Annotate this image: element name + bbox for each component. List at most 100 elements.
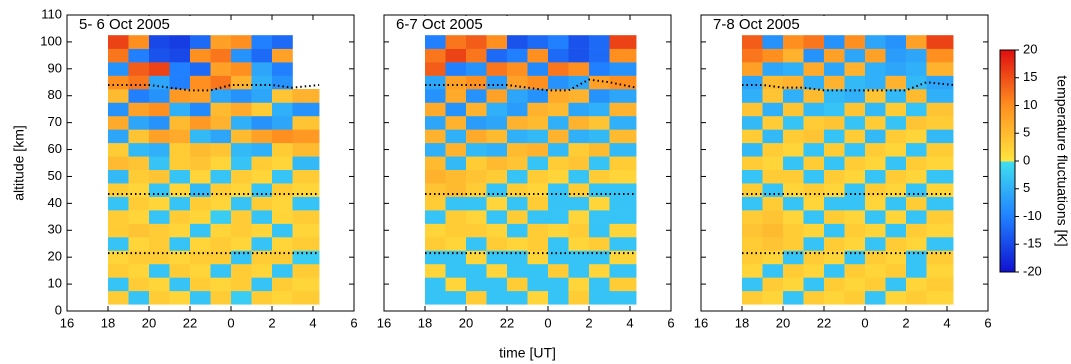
- heat-cell: [824, 48, 845, 63]
- heat-cell: [824, 223, 845, 238]
- heat-cell: [609, 237, 637, 251]
- heat-cell: [824, 196, 845, 211]
- heat-cell: [844, 102, 866, 117]
- heat-cell: [589, 277, 610, 292]
- heat-cell: [926, 142, 954, 157]
- heat-cell: [803, 129, 825, 144]
- heat-cell: [272, 263, 293, 278]
- heat-cell: [425, 89, 446, 103]
- heat-cell: [762, 277, 784, 292]
- heat-cell: [527, 142, 549, 157]
- colorbar-swatch: [1000, 95, 1015, 98]
- colorbar-swatch: [1000, 210, 1015, 213]
- heat-cell: [568, 210, 590, 224]
- heat-cell: [190, 142, 211, 157]
- heat-cell: [425, 277, 446, 292]
- heat-cell: [507, 115, 528, 130]
- heat-cell: [803, 250, 825, 265]
- heat-cell: [568, 290, 590, 305]
- heat-cell: [169, 102, 191, 117]
- heat-cell: [149, 290, 170, 305]
- heat-cell: [169, 196, 191, 211]
- x-tick-label: 18: [735, 315, 749, 330]
- heat-cell: [231, 115, 252, 130]
- heat-cell: [609, 290, 637, 305]
- heat-cell: [292, 263, 320, 278]
- heat-cell: [128, 89, 150, 103]
- colorbar-swatch: [1000, 208, 1015, 211]
- heat-cell: [486, 89, 508, 103]
- heat-cell: [231, 62, 252, 76]
- heat-cell: [885, 196, 907, 211]
- plot-frame: [66, 14, 355, 312]
- heat-cell: [548, 35, 569, 49]
- colorbar-swatch: [1000, 108, 1015, 111]
- heat-cell: [885, 156, 907, 171]
- heat-cell: [445, 129, 467, 144]
- heat-cell: [844, 277, 866, 292]
- colorbar-swatch: [1000, 137, 1015, 140]
- heat-cell: [251, 142, 273, 157]
- colorbar-swatch: [1000, 235, 1015, 238]
- heat-cell: [507, 210, 528, 224]
- heat-cell: [128, 156, 150, 171]
- heat-cell: [507, 102, 528, 117]
- heat-cell: [210, 237, 232, 251]
- heat-cell: [589, 142, 610, 157]
- heat-cell: [231, 35, 252, 49]
- heat-cell: [548, 250, 569, 265]
- heat-cell: [568, 75, 590, 90]
- heat-cell: [865, 277, 886, 292]
- heat-cell: [527, 237, 549, 251]
- heat-cell: [445, 75, 467, 90]
- heat-cell: [803, 169, 825, 184]
- heat-cell: [507, 290, 528, 305]
- heat-cell: [108, 223, 129, 238]
- heat-cell: [425, 48, 446, 63]
- heat-cell: [210, 210, 232, 224]
- y-tick-label: 100: [40, 33, 62, 48]
- heat-cell: [906, 237, 927, 251]
- heat-cell: [445, 156, 467, 171]
- colorbar-swatch: [1000, 158, 1015, 161]
- heat-cell: [292, 183, 320, 197]
- x-tick-label: 18: [418, 315, 432, 330]
- heat-cell: [742, 48, 763, 63]
- heat-cell: [466, 35, 487, 49]
- heat-cell: [609, 156, 637, 171]
- heat-cell: [844, 290, 866, 305]
- heat-cell: [507, 62, 528, 76]
- heat-cell: [527, 62, 549, 76]
- heat-cell: [251, 89, 273, 103]
- colorbar-swatch: [1000, 269, 1015, 272]
- colorbar-swatch: [1000, 237, 1015, 240]
- heat-cell: [824, 183, 845, 197]
- heat-cell: [231, 169, 252, 184]
- colorbar-swatch: [1000, 90, 1015, 93]
- heat-cell: [844, 75, 866, 90]
- colorbar-swatch: [1000, 249, 1015, 252]
- colorbar-swatch: [1000, 152, 1015, 155]
- heat-cell: [272, 196, 293, 211]
- colorbar-tick-label: 0: [1023, 152, 1030, 167]
- heat-cell: [589, 169, 610, 184]
- colorbar-swatch: [1000, 217, 1015, 220]
- colorbar-swatch: [1000, 66, 1015, 69]
- heat-cell: [589, 183, 610, 197]
- heat-cell: [865, 169, 886, 184]
- heat-cell: [865, 62, 886, 76]
- heat-cell: [548, 115, 569, 130]
- colorbar-swatch: [1000, 127, 1015, 130]
- heat-cell: [885, 210, 907, 224]
- heat-cell: [527, 89, 549, 103]
- heat-cell: [272, 277, 293, 292]
- heat-cell: [589, 62, 610, 76]
- heat-cell: [486, 62, 508, 76]
- heat-cell: [169, 290, 191, 305]
- heat-cell: [926, 290, 954, 305]
- heat-cell: [803, 115, 825, 130]
- heat-cell: [466, 75, 487, 90]
- heat-cell: [885, 169, 907, 184]
- heat-cell: [292, 89, 320, 103]
- plot-frame: [383, 14, 672, 312]
